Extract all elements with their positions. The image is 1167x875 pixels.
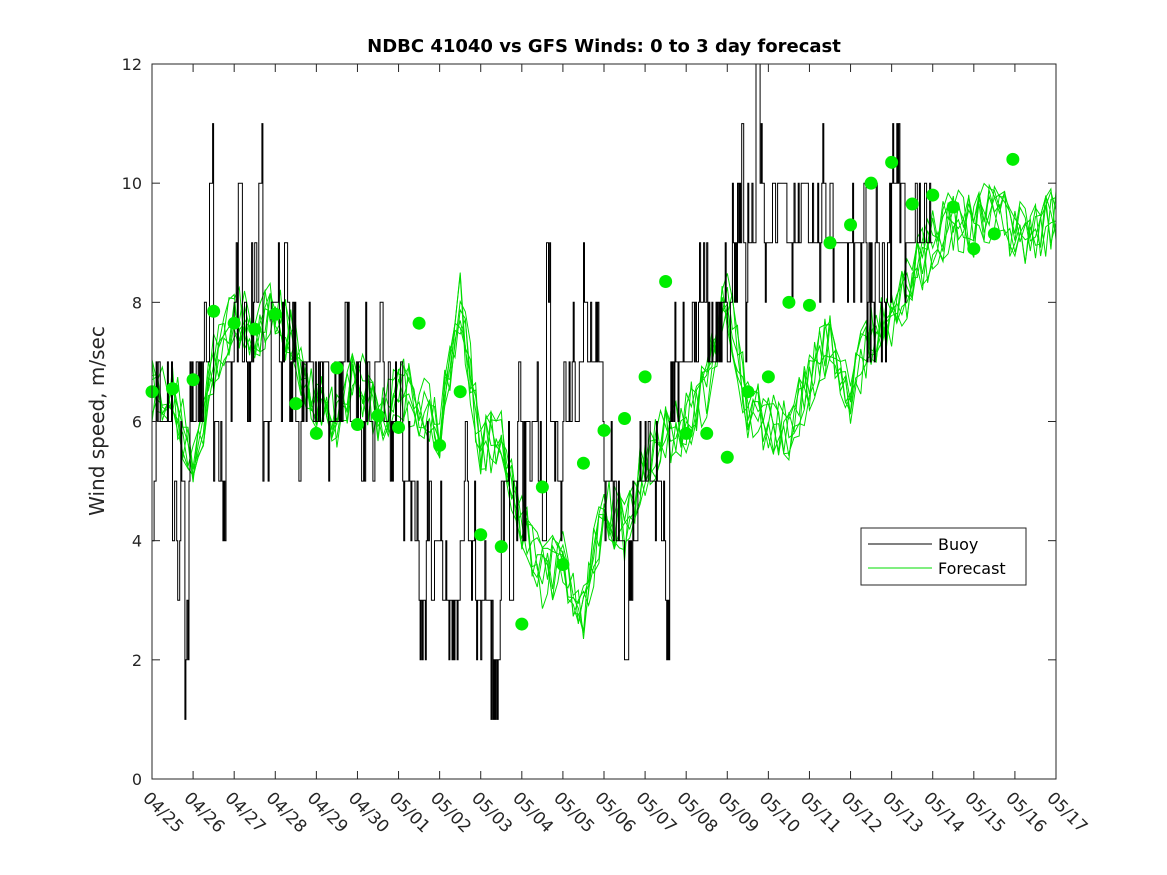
- forecast-marker: [720, 450, 734, 464]
- forecast-marker: [1006, 152, 1020, 166]
- y-tick-label: 4: [132, 532, 142, 551]
- forecast-marker: [967, 242, 981, 256]
- forecast-marker: [453, 385, 467, 399]
- legend: Buoy Forecast: [860, 527, 1027, 586]
- forecast-marker: [885, 155, 899, 169]
- legend-box: [860, 527, 1027, 586]
- forecast-marker: [412, 316, 426, 330]
- forecast-marker: [166, 382, 180, 396]
- forecast-marker: [700, 426, 714, 440]
- legend-label-buoy: Buoy: [938, 535, 978, 554]
- forecast-marker: [289, 397, 303, 411]
- forecast-marker: [227, 316, 241, 330]
- marker-layer: [145, 152, 1020, 631]
- forecast-marker: [802, 298, 816, 312]
- forecast-marker: [309, 426, 323, 440]
- y-tick-label: 12: [122, 55, 142, 74]
- forecast-marker: [761, 370, 775, 384]
- y-tick-label: 2: [132, 651, 142, 670]
- forecast-marker: [535, 480, 549, 494]
- y-tick-label: 6: [132, 413, 142, 432]
- forecast-marker: [268, 307, 282, 321]
- forecast-marker: [515, 617, 529, 631]
- chart-title: NDBC 41040 vs GFS Winds: 0 to 3 day fore…: [367, 36, 841, 57]
- forecast-marker: [782, 295, 796, 309]
- forecast-marker: [392, 420, 406, 434]
- y-axis: 0 2 4 6 8 10 12: [122, 55, 1056, 789]
- y-axis-label: Wind speed, m/sec: [85, 326, 109, 516]
- legend-label-forecast: Forecast: [938, 559, 1006, 578]
- y-tick-label: 8: [132, 293, 142, 312]
- forecast-marker: [597, 423, 611, 437]
- forecast-marker: [474, 528, 488, 542]
- y-tick-label: 0: [132, 770, 142, 789]
- forecast-marker: [864, 176, 878, 190]
- forecast-marker: [638, 370, 652, 384]
- buoy-line: [152, 63, 933, 720]
- forecast-marker: [350, 417, 364, 431]
- forecast-marker: [371, 409, 385, 423]
- forecast-marker: [987, 227, 1001, 241]
- forecast-marker: [248, 322, 262, 336]
- forecast-marker: [946, 200, 960, 214]
- forecast-marker: [186, 373, 200, 387]
- forecast-marker: [494, 540, 508, 554]
- forecast-marker: [926, 188, 940, 202]
- forecast-marker: [576, 456, 590, 470]
- forecast-marker: [207, 304, 221, 318]
- forecast-marker: [741, 385, 755, 399]
- forecast-marker: [679, 426, 693, 440]
- forecast-marker: [659, 274, 673, 288]
- forecast-marker: [905, 197, 919, 211]
- forecast-marker: [618, 412, 632, 426]
- forecast-marker: [823, 236, 837, 250]
- y-tick-label: 10: [122, 174, 142, 193]
- forecast-marker: [844, 218, 858, 232]
- series-layer: [151, 63, 1057, 720]
- forecast-marker: [433, 438, 447, 452]
- forecast-marker: [330, 361, 344, 375]
- forecast-marker: [556, 558, 570, 571]
